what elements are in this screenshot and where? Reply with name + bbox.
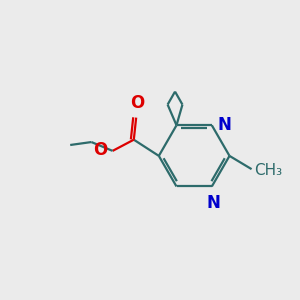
Text: CH₃: CH₃	[254, 163, 282, 178]
Text: O: O	[130, 94, 145, 112]
Text: N: N	[217, 116, 231, 134]
Text: O: O	[93, 141, 107, 159]
Text: N: N	[206, 194, 220, 212]
